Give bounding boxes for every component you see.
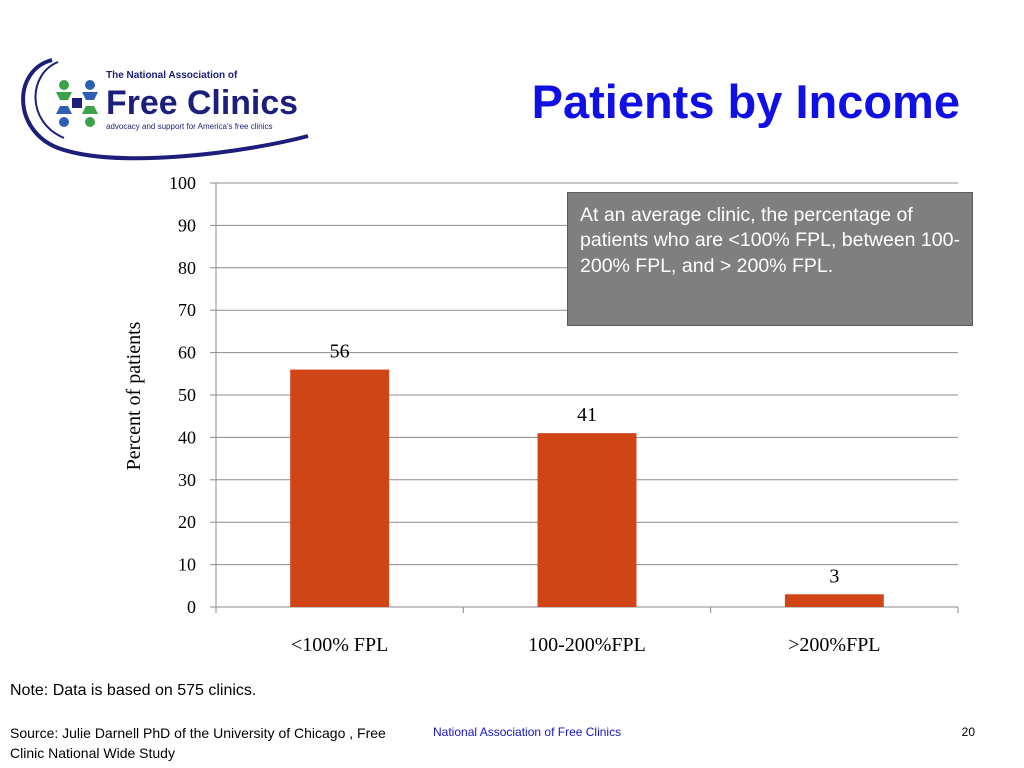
y-tick-label: 100 bbox=[169, 173, 196, 193]
bar-1 bbox=[537, 433, 637, 607]
data-label: 3 bbox=[829, 565, 839, 587]
x-axis-categories: <100% FPL 100-200%FPL >200%FPL bbox=[215, 607, 959, 656]
y-tick-label: 20 bbox=[178, 512, 196, 532]
free-clinics-logo: The National Association of Free Clinics… bbox=[21, 58, 309, 161]
logo-line2: Free Clinics bbox=[106, 84, 298, 122]
bar-0 bbox=[290, 369, 390, 607]
y-tick-label: 10 bbox=[178, 555, 196, 575]
logo-line1: The National Association of bbox=[106, 70, 238, 81]
footer-organization: National Association of Free Clinics bbox=[433, 725, 622, 739]
y-axis-ticks: 0 10 20 30 40 50 60 70 80 90 100 bbox=[169, 173, 216, 617]
data-labels: 56 41 3 bbox=[330, 341, 840, 588]
x-category-label: >200%FPL bbox=[788, 634, 880, 656]
x-category-label: <100% FPL bbox=[291, 634, 388, 656]
source-citation: Source: Julie Darnell PhD of the Univers… bbox=[10, 725, 386, 761]
y-tick-label: 40 bbox=[178, 427, 196, 447]
y-tick-label: 60 bbox=[178, 343, 196, 363]
x-category-label: 100-200%FPL bbox=[528, 634, 646, 656]
logo: The National Association of Free Clinics… bbox=[18, 52, 318, 164]
y-tick-label: 70 bbox=[178, 300, 196, 320]
y-tick-label: 80 bbox=[178, 258, 196, 278]
callout-box: At an average clinic, the percentage of … bbox=[567, 192, 973, 326]
bars bbox=[290, 369, 884, 607]
y-tick-label: 0 bbox=[187, 597, 196, 617]
logo-tagline: advocacy and support for America's free … bbox=[106, 122, 273, 131]
page-number: 20 bbox=[961, 725, 975, 739]
data-label: 41 bbox=[577, 404, 597, 426]
clinic-people-icon bbox=[56, 80, 98, 127]
y-axis-title: Percent of patients bbox=[123, 321, 145, 470]
y-tick-label: 50 bbox=[178, 385, 196, 405]
y-tick-label: 90 bbox=[178, 215, 196, 235]
bar-2 bbox=[784, 594, 884, 607]
y-tick-label: 30 bbox=[178, 470, 196, 490]
data-label: 56 bbox=[330, 341, 350, 363]
slide-title: Patients by Income bbox=[531, 75, 960, 128]
data-note: Note: Data is based on 575 clinics. bbox=[10, 682, 257, 699]
